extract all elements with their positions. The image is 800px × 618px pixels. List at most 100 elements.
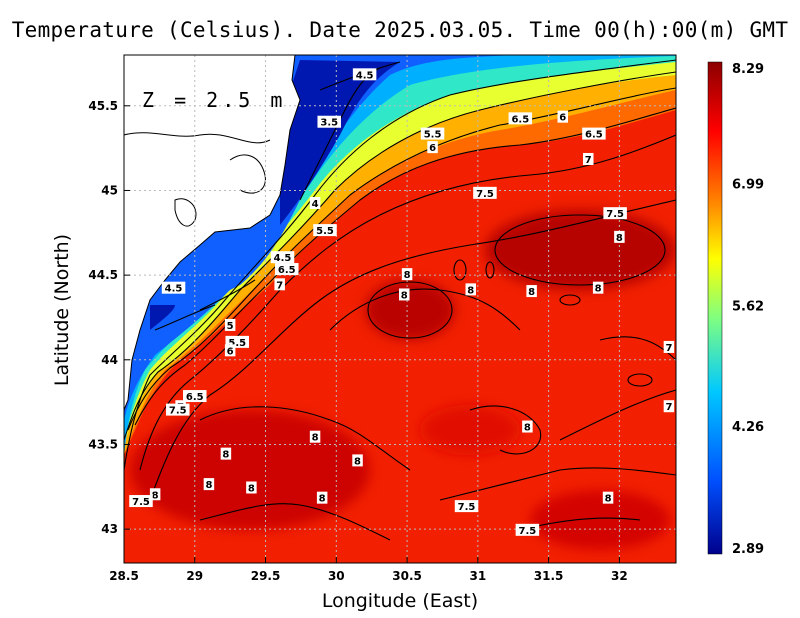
contour-label: 8 — [404, 270, 411, 281]
contour-label-box — [309, 430, 321, 443]
contour-label: 8 — [312, 433, 319, 444]
contour-label: 6.5 — [511, 114, 529, 125]
contour-label-box — [166, 403, 190, 416]
contour-label: 7.5 — [606, 209, 624, 220]
contour-label-box — [149, 488, 161, 501]
x-axis-label: Longitude (East) — [321, 590, 479, 612]
y-tick-label: 43 — [101, 522, 118, 536]
contour-label-box — [603, 207, 627, 220]
contour-label-box — [317, 115, 341, 128]
contour-label-box — [309, 197, 321, 210]
contour-label-box — [420, 127, 445, 140]
contour-label: 7.5 — [458, 502, 476, 513]
contour-label-box — [465, 283, 477, 296]
contour-label-box — [398, 288, 410, 301]
y-tick-label: 43.5 — [88, 437, 118, 451]
contour-label-box — [224, 344, 236, 357]
contour-label: 6.5 — [585, 130, 603, 141]
contour-label: 5 — [227, 321, 234, 332]
contour-label: 4 — [312, 199, 319, 210]
contour-label-box — [161, 281, 186, 294]
contour-label-box — [203, 478, 215, 491]
y-tick-label: 45.5 — [88, 99, 118, 113]
contour-label: 5.5 — [424, 130, 442, 141]
x-tick-label: 30 — [328, 569, 345, 583]
contour-label: 7.5 — [476, 189, 494, 200]
contour-label-box — [316, 491, 328, 504]
contour-label-box — [473, 186, 497, 199]
contour-label-box — [515, 523, 540, 536]
contour-label-box — [352, 454, 363, 467]
contour-label: 8 — [616, 233, 623, 244]
contour-label: 5.5 — [228, 338, 246, 349]
contour-label-box — [224, 318, 236, 331]
contour-label: 4.5 — [274, 253, 292, 264]
contour-label: 4.5 — [356, 70, 374, 81]
contour-label: 5.5 — [316, 226, 334, 237]
contour-label: 3.5 — [320, 118, 338, 129]
depth-label: Z = 2.5 m — [142, 88, 287, 112]
x-tick-label: 31 — [469, 569, 486, 583]
contour-label-box — [663, 400, 675, 413]
contour-label-box — [582, 127, 606, 140]
x-tick-label: 32 — [611, 569, 628, 583]
contour-label: 6.5 — [278, 265, 296, 276]
y-tick-label: 44 — [101, 353, 118, 367]
contour-label: 8 — [401, 290, 408, 301]
contour-label: 4.5 — [165, 284, 183, 295]
contour-label-box — [454, 500, 479, 513]
colorbar-tick-label: 2.89 — [732, 542, 764, 557]
y-tick-label: 45 — [101, 183, 118, 197]
contour-label: 8 — [354, 456, 361, 467]
x-tick-label: 29 — [186, 569, 203, 583]
y-tick-label: 44.5 — [88, 268, 118, 282]
contour-label-box — [313, 224, 337, 237]
contour-label: 6 — [227, 346, 234, 357]
colorbar-tick-label: 6.99 — [732, 178, 764, 193]
contour-label-box — [274, 278, 285, 291]
plot-frame — [123, 54, 677, 564]
contour-label: 6 — [559, 113, 566, 124]
contour-label: 8 — [467, 285, 474, 296]
contour-label-box — [246, 481, 257, 494]
contour-label: 8 — [595, 284, 602, 295]
contour-label-box — [275, 263, 299, 276]
contour-label-box — [508, 112, 533, 125]
contour-label-box — [526, 285, 537, 298]
colorbar-tick-label: 5.62 — [732, 299, 764, 314]
colorbar-tick-label: 8.29 — [732, 62, 764, 77]
contour-label: 8 — [319, 494, 326, 505]
contour-label: 8 — [605, 494, 612, 505]
contour-label-box — [663, 340, 675, 353]
contour-label: 7 — [585, 155, 592, 166]
contour-label: 7.5 — [169, 406, 187, 417]
contour-label-box — [183, 390, 207, 403]
contour-label-box — [401, 268, 413, 281]
colorbar-tick-label: 4.26 — [732, 420, 764, 435]
contour-label: 6.5 — [186, 392, 204, 403]
contour-label-box — [129, 495, 153, 508]
contour-label: 8 — [248, 483, 255, 494]
colorbar — [707, 61, 723, 555]
x-tick-label: 29.5 — [251, 569, 281, 583]
contour-label-box — [582, 152, 594, 165]
contour-label-box — [220, 447, 232, 460]
contour-label-box — [522, 420, 533, 433]
contour-label: 6 — [429, 143, 436, 154]
x-tick-label: 28.5 — [109, 569, 139, 583]
contour-label-box — [592, 281, 604, 294]
map-title: Temperature (Celsius). Date 2025.03.05. … — [11, 18, 789, 42]
contour-label: 7 — [665, 343, 672, 354]
contour-label: 8 — [528, 287, 535, 298]
contour-label-box — [602, 491, 614, 504]
contour-label: 8 — [222, 450, 229, 461]
contour-label: 7.5 — [519, 526, 537, 537]
contour-label-box — [557, 110, 569, 123]
contour-label-box — [614, 230, 625, 243]
contour-label-box — [270, 251, 295, 264]
contour-label: 7 — [276, 280, 283, 291]
x-tick-label: 31.5 — [534, 569, 564, 583]
contour-label-box — [427, 141, 438, 154]
